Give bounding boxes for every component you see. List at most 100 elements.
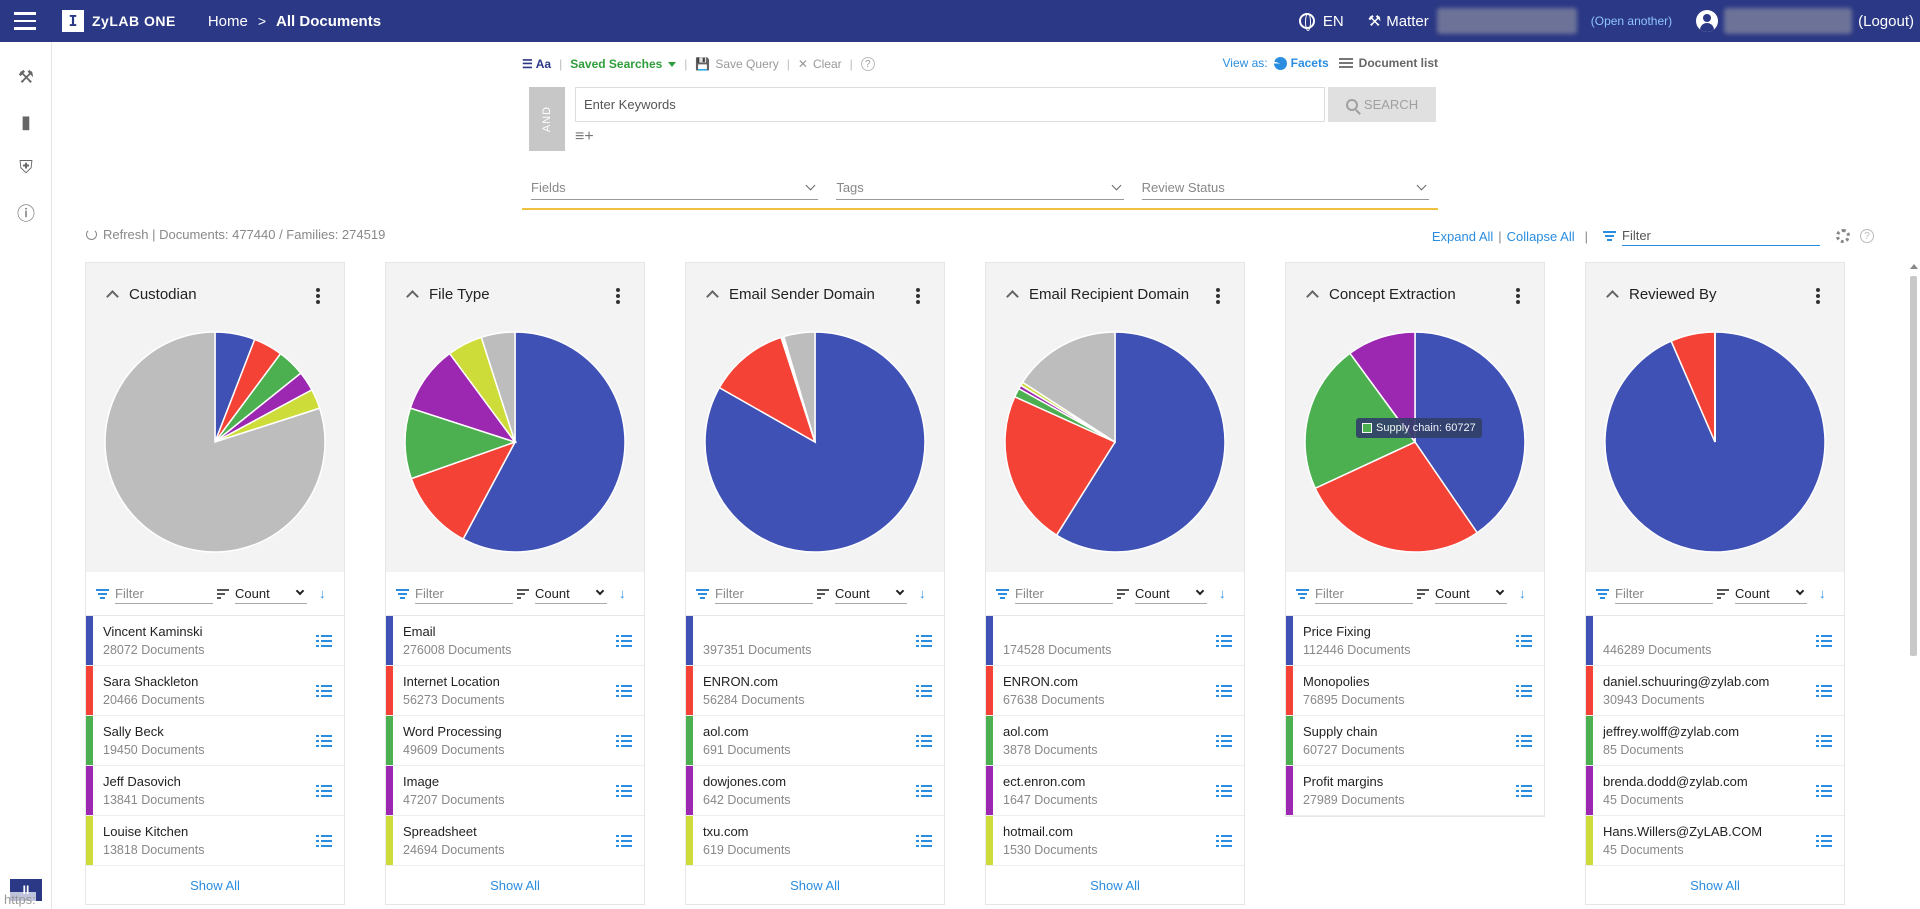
help-icon[interactable]: ⓘ: [17, 203, 35, 224]
review-status-dropdown[interactable]: Review Status: [1141, 176, 1429, 200]
pie-slice-6[interactable]: [480, 331, 516, 443]
facet-value-row[interactable]: Vincent Kaminski 28072 Documents: [86, 616, 344, 666]
facet-value-row[interactable]: Sally Beck 19450 Documents: [86, 716, 344, 766]
facet-value-row[interactable]: Image 47207 Documents: [386, 766, 644, 816]
list-icon[interactable]: [316, 734, 332, 747]
facet-value-row[interactable]: Spreadsheet 24694 Documents: [386, 816, 644, 866]
pie-slice-1[interactable]: [462, 331, 626, 553]
facet-value-row[interactable]: Profit margins 27989 Documents: [1286, 766, 1544, 816]
search-button[interactable]: SEARCH: [1328, 87, 1436, 122]
user-icon[interactable]: [1696, 10, 1719, 32]
more-options-icon[interactable]: [1816, 287, 1820, 305]
clear-button[interactable]: ✕ Clear: [798, 57, 842, 71]
facet-value-row[interactable]: aol.com 691 Documents: [686, 716, 944, 766]
list-icon[interactable]: [616, 784, 632, 797]
show-all-link[interactable]: Show All: [190, 877, 240, 893]
show-all-link[interactable]: Show All: [790, 877, 840, 893]
pie-slice-2[interactable]: [410, 440, 517, 541]
language-selector[interactable]: EN: [1298, 13, 1344, 31]
collapse-icon[interactable]: [706, 289, 719, 303]
saved-searches-dropdown[interactable]: Saved Searches: [570, 57, 677, 71]
text-options-button[interactable]: ☰ Aa: [522, 57, 551, 71]
facet-value-row[interactable]: ect.enron.com 1647 Documents: [986, 766, 1244, 816]
document-list-view-button[interactable]: Document list: [1358, 56, 1438, 70]
help-icon[interactable]: ?: [860, 57, 875, 71]
list-icon[interactable]: [316, 634, 332, 647]
pie-slice-6[interactable]: [782, 331, 816, 443]
list-icon[interactable]: [1516, 784, 1532, 797]
list-icon[interactable]: [916, 784, 932, 797]
pie-slice-6[interactable]: [1021, 331, 1116, 444]
sort-direction-icon[interactable]: ↓: [319, 586, 326, 601]
facet-filter-input[interactable]: [1315, 583, 1413, 604]
facet-filter-input[interactable]: [1615, 583, 1713, 604]
list-icon[interactable]: [916, 834, 932, 847]
collapse-icon[interactable]: [406, 289, 419, 303]
add-query-row-icon[interactable]: ≡+: [575, 128, 594, 145]
facet-pie-chart[interactable]: [1604, 331, 1826, 553]
list-icon[interactable]: [616, 634, 632, 647]
shield-icon[interactable]: ⛨: [19, 157, 33, 177]
list-icon[interactable]: [916, 684, 932, 697]
collapse-icon[interactable]: [1606, 289, 1619, 303]
list-icon[interactable]: [1216, 684, 1232, 697]
facet-value-row[interactable]: txu.com 619 Documents: [686, 816, 944, 866]
breadcrumb-home[interactable]: Home: [207, 12, 248, 30]
pie-slice-2[interactable]: [1004, 395, 1117, 537]
operator-toggle[interactable]: AND: [529, 87, 565, 151]
list-icon[interactable]: [616, 834, 632, 847]
more-options-icon[interactable]: [316, 287, 320, 305]
sort-select[interactable]: Count: [1735, 584, 1807, 604]
save-query-button[interactable]: 💾 Save Query: [695, 57, 778, 71]
show-all-link[interactable]: Show All: [490, 877, 540, 893]
list-icon[interactable]: [316, 834, 332, 847]
list-icon[interactable]: [1516, 734, 1532, 747]
facet-filter-input[interactable]: [115, 583, 213, 604]
facet-value-row[interactable]: Supply chain 60727 Documents: [1286, 716, 1544, 766]
facet-value-row[interactable]: Internet Location 56273 Documents: [386, 666, 644, 716]
facet-pie-chart[interactable]: [104, 331, 326, 553]
facet-value-row[interactable]: Price Fixing 112446 Documents: [1286, 616, 1544, 666]
facet-value-row[interactable]: brenda.dodd@zylab.com 45 Documents: [1586, 766, 1844, 816]
facet-pie-chart[interactable]: [1304, 331, 1526, 553]
facet-pie-chart[interactable]: [704, 331, 926, 553]
facet-value-row[interactable]: 446289 Documents: [1586, 616, 1844, 666]
list-icon[interactable]: [616, 684, 632, 697]
list-icon[interactable]: [616, 734, 632, 747]
matter-selector[interactable]: ⚒ Matter: [1368, 8, 1577, 34]
facet-value-row[interactable]: daniel.schuuring@zylab.com 30943 Document…: [1586, 666, 1844, 716]
more-options-icon[interactable]: [1516, 287, 1520, 305]
collapse-all-link[interactable]: Collapse All: [1506, 228, 1575, 244]
facet-value-row[interactable]: dowjones.com 642 Documents: [686, 766, 944, 816]
list-icon[interactable]: [916, 634, 932, 647]
facet-value-row[interactable]: Hans.Willers@ZyLAB.COM 45 Documents: [1586, 816, 1844, 866]
pie-slice-1[interactable]: [1055, 331, 1226, 553]
show-all-link[interactable]: Show All: [1090, 877, 1140, 893]
keyword-search-input[interactable]: [575, 87, 1325, 122]
facet-pie-chart[interactable]: [1004, 331, 1226, 553]
pie-slice-4[interactable]: [1348, 331, 1416, 445]
list-icon[interactable]: [1816, 684, 1832, 697]
list-icon[interactable]: [316, 684, 332, 697]
app-logo[interactable]: I ZyLAB ONE: [62, 10, 176, 32]
sort-select[interactable]: Count: [535, 584, 607, 604]
scroll-up-arrow[interactable]: [1910, 264, 1918, 269]
facet-value-row[interactable]: ENRON.com 67638 Documents: [986, 666, 1244, 716]
facet-filter-input[interactable]: [1622, 226, 1820, 246]
list-icon[interactable]: [1816, 834, 1832, 847]
show-all-link[interactable]: Show All: [1690, 877, 1740, 893]
list-icon[interactable]: [916, 734, 932, 747]
fields-dropdown[interactable]: Fields: [531, 176, 819, 200]
facet-value-row[interactable]: 397351 Documents: [686, 616, 944, 666]
facet-filter-input[interactable]: [1015, 583, 1113, 604]
sort-direction-icon[interactable]: ↓: [1219, 586, 1226, 601]
list-icon[interactable]: [316, 784, 332, 797]
facet-value-row[interactable]: hotmail.com 1530 Documents: [986, 816, 1244, 866]
sort-select[interactable]: Count: [1135, 584, 1207, 604]
sort-select[interactable]: Count: [235, 584, 307, 604]
facet-value-row[interactable]: jeffrey.wolff@zylab.com 85 Documents: [1586, 716, 1844, 766]
menu-icon[interactable]: [0, 0, 50, 42]
facet-value-row[interactable]: Email 276008 Documents: [386, 616, 644, 666]
sort-direction-icon[interactable]: ↓: [1819, 586, 1826, 601]
more-options-icon[interactable]: [916, 287, 920, 305]
